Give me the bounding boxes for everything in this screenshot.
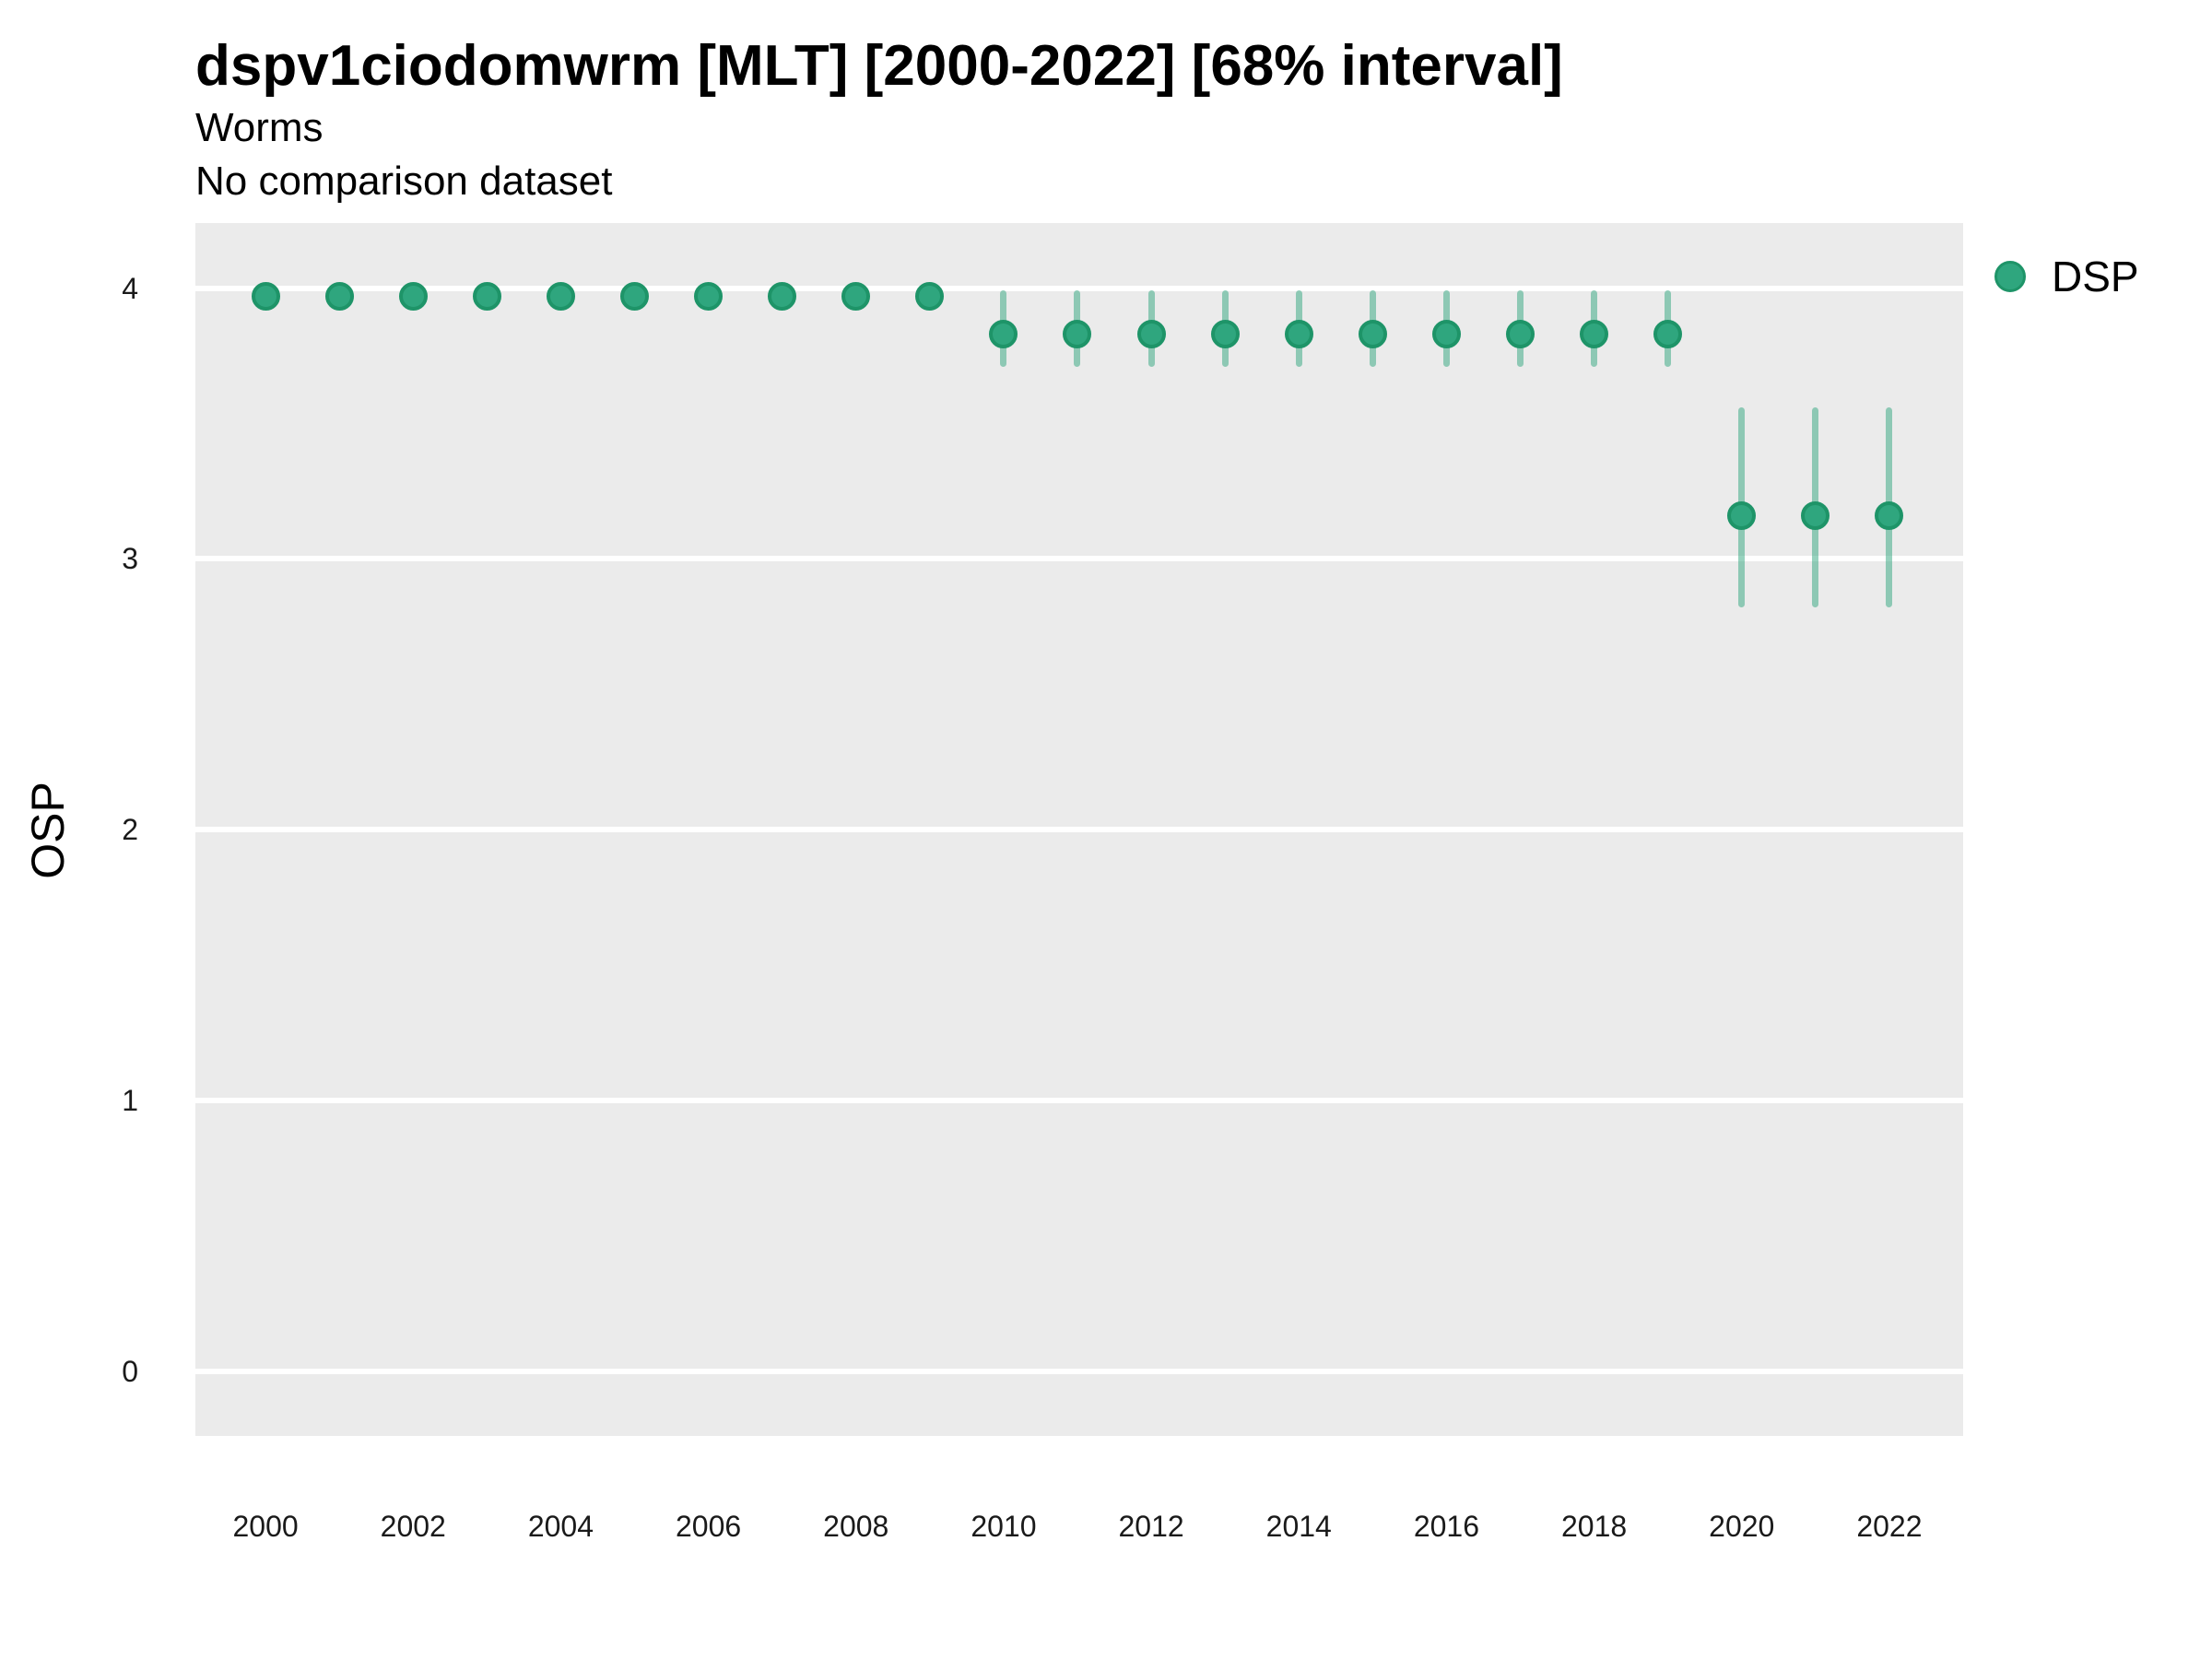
data-point-2014 — [1284, 319, 1313, 348]
x-tick-label-2012: 2012 — [1118, 1510, 1184, 1543]
data-point-2002 — [398, 281, 428, 311]
data-point-2007 — [768, 281, 797, 311]
x-tick-label-2002: 2002 — [380, 1510, 446, 1543]
y-tick-label-4: 4 — [122, 271, 138, 305]
gridline-y-2 — [195, 827, 1963, 832]
y-tick-label-2: 2 — [122, 813, 138, 846]
gridline-y-4 — [195, 285, 1963, 291]
x-tick-label-2016: 2016 — [1413, 1510, 1479, 1543]
data-point-2000 — [251, 281, 280, 311]
data-point-2010 — [989, 319, 1018, 348]
legend-point-icon — [1994, 261, 2026, 292]
data-point-2021 — [1801, 500, 1830, 530]
y-axis-title: OSP — [22, 782, 74, 879]
x-tick-label-2008: 2008 — [823, 1510, 889, 1543]
data-point-2020 — [1727, 500, 1757, 530]
plot-panel — [195, 223, 1963, 1436]
gridline-y-1 — [195, 1097, 1963, 1103]
y-tick-label-3: 3 — [122, 542, 138, 576]
data-point-2004 — [546, 281, 575, 311]
data-point-2015 — [1358, 319, 1387, 348]
gridline-y-0 — [195, 1368, 1963, 1374]
data-point-2005 — [619, 281, 649, 311]
data-point-2017 — [1505, 319, 1535, 348]
x-tick-label-2004: 2004 — [527, 1510, 594, 1543]
data-point-2016 — [1431, 319, 1461, 348]
y-tick-label-0: 0 — [122, 1354, 138, 1388]
data-point-2011 — [1063, 319, 1092, 348]
x-tick-label-2006: 2006 — [675, 1510, 742, 1543]
y-tick-label-1: 1 — [122, 1083, 138, 1117]
comparison-note: No comparison dataset — [195, 159, 613, 204]
data-point-2003 — [472, 281, 501, 311]
x-tick-label-2010: 2010 — [971, 1510, 1037, 1543]
data-point-2008 — [841, 281, 871, 311]
data-point-2006 — [694, 281, 724, 311]
data-point-2019 — [1653, 319, 1683, 348]
gridline-y-3 — [195, 556, 1963, 562]
chart-subtitle: Worms — [195, 105, 324, 150]
x-tick-label-2018: 2018 — [1560, 1510, 1628, 1543]
legend-label: DSP — [2052, 253, 2139, 300]
data-point-2013 — [1210, 319, 1240, 348]
data-point-2009 — [915, 281, 945, 311]
chart-title: dspv1ciodomwrm [MLT] [2000-2022] [68% in… — [195, 34, 1563, 98]
data-point-2001 — [324, 281, 354, 311]
data-point-2022 — [1875, 500, 1904, 530]
data-point-2018 — [1580, 319, 1609, 348]
x-tick-label-2000: 2000 — [232, 1510, 299, 1543]
x-tick-label-2014: 2014 — [1265, 1510, 1332, 1543]
data-point-2012 — [1136, 319, 1166, 348]
x-tick-label-2020: 2020 — [1709, 1510, 1775, 1543]
x-tick-label-2022: 2022 — [1856, 1510, 1923, 1543]
